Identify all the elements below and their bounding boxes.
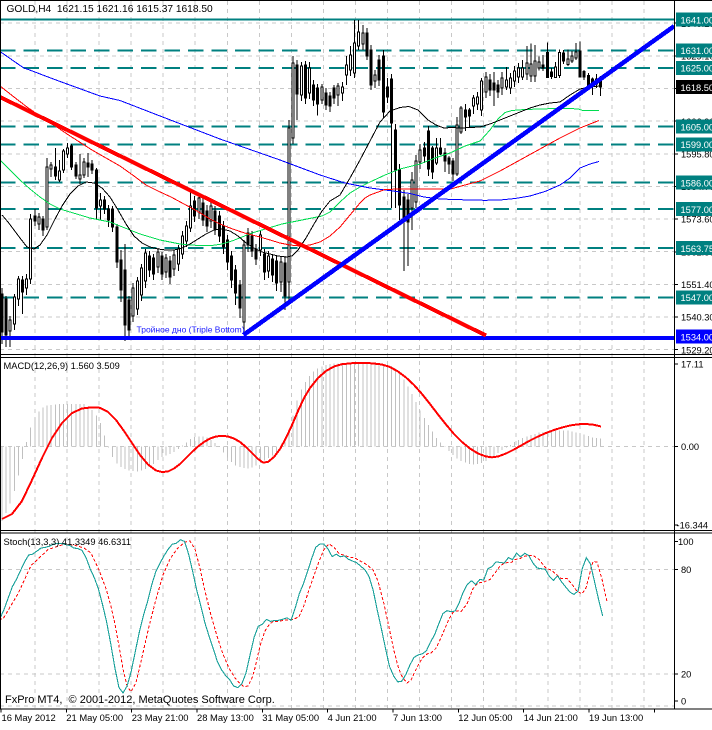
svg-text:Тройное дно (Triple Bottom): Тройное дно (Triple Bottom) (137, 325, 245, 335)
svg-text:4 Jun 21:00: 4 Jun 21:00 (328, 712, 377, 723)
svg-text:23 May 21:00: 23 May 21:00 (132, 712, 189, 723)
svg-text:31 May 05:00: 31 May 05:00 (262, 712, 319, 723)
svg-text:12 Jun 05:00: 12 Jun 05:00 (458, 712, 512, 723)
svg-text:1529.20: 1529.20 (681, 345, 712, 355)
svg-text:1599.00: 1599.00 (681, 140, 712, 150)
svg-text:1586.00: 1586.00 (681, 178, 712, 188)
svg-text:1534.00: 1534.00 (681, 332, 712, 342)
svg-text:1540.30: 1540.30 (681, 313, 712, 323)
svg-text:19 Jun 13:00: 19 Jun 13:00 (589, 712, 643, 723)
svg-text:1605.00: 1605.00 (681, 123, 712, 133)
svg-text:1577.00: 1577.00 (681, 205, 712, 215)
svg-text:80: 80 (681, 565, 691, 575)
svg-text:0: 0 (681, 697, 686, 707)
svg-text:100: 100 (678, 537, 694, 547)
svg-text:Stoch(13,3,3) 41.3349 46.6311: Stoch(13,3,3) 41.3349 46.6311 (4, 537, 132, 547)
svg-text:1631.00: 1631.00 (681, 46, 712, 56)
svg-text:16 May 2012: 16 May 2012 (2, 712, 56, 723)
svg-text:28 May 13:00: 28 May 13:00 (197, 712, 254, 723)
svg-text:1618.50: 1618.50 (681, 83, 712, 93)
svg-text:FxPro MT4, © 2001-2012, MetaQ: FxPro MT4, © 2001-2012, MetaQuotes Softw… (5, 694, 275, 706)
svg-text:MACD(12,26,9) 1.560 3.509: MACD(12,26,9) 1.560 3.509 (4, 361, 120, 371)
svg-text:7 Jun 13:00: 7 Jun 13:00 (393, 712, 442, 723)
svg-text:17.11: 17.11 (681, 360, 704, 370)
svg-text:-16.344: -16.344 (677, 521, 709, 531)
svg-text:1625.00: 1625.00 (681, 64, 712, 74)
svg-text:1547.00: 1547.00 (681, 293, 712, 303)
svg-text:14 Jun 21:00: 14 Jun 21:00 (524, 712, 578, 723)
svg-text:1641.00: 1641.00 (681, 15, 712, 25)
svg-text:1551.40: 1551.40 (681, 280, 712, 290)
svg-text:GOLD,H4 1621.15 1621.16 1615.: GOLD,H4 1621.15 1621.16 1615.37 1618.50 (7, 4, 214, 15)
svg-text:21 May 05:00: 21 May 05:00 (66, 712, 123, 723)
svg-text:0.00: 0.00 (681, 442, 699, 452)
svg-text:20: 20 (681, 669, 691, 679)
svg-text:1563.75: 1563.75 (681, 244, 712, 254)
svg-text:1573.60: 1573.60 (681, 215, 712, 225)
